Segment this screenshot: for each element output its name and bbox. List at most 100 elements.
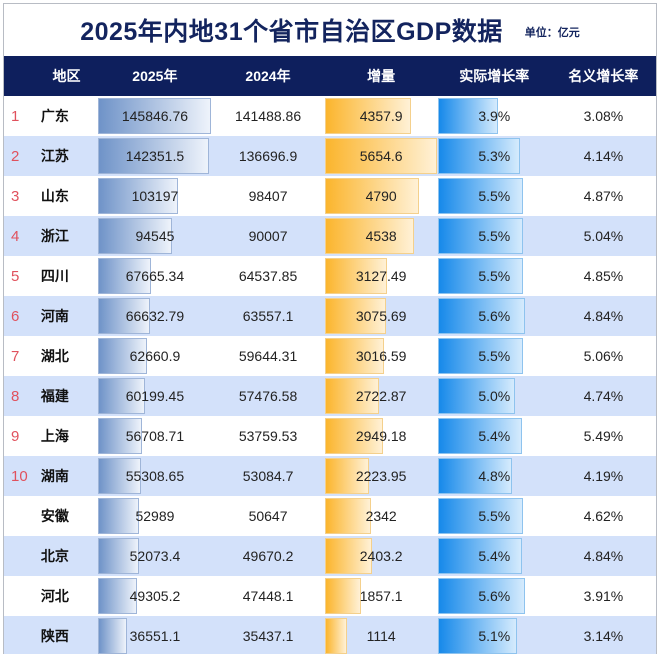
region-name: 福建 [40,388,69,404]
gdp2025-cell: 60199.45 [98,376,211,416]
table-header: 地区 2025年 2024年 增量 实际增长率 名义增长率 [4,56,656,96]
table-row: 北京 52073.4 49670.2 2403.2 5.4% 4.84% [4,536,656,576]
real-growth-cell: 5.5% [437,176,551,216]
region-name: 上海 [40,428,69,444]
nominal-growth-value: 4.14% [583,148,624,164]
increase-value: 2949.18 [355,428,407,444]
increase-cell: 2342 [324,496,438,536]
gdp2025-value: 56708.71 [125,428,185,444]
gdp2025-cell: 55308.65 [98,456,211,496]
gdp2025-cell: 52989 [98,496,211,536]
increase-cell: 2403.2 [324,536,438,576]
nominal-growth-value: 4.74% [583,388,624,404]
gdp2025-cell: 36551.1 [98,616,211,654]
increase-bar [324,178,420,214]
table-row: 5 四川 67665.34 64537.85 3127.49 5.5% 4.85… [4,256,656,296]
gdp2025-bar [98,178,179,214]
real-growth-cell: 5.4% [437,416,551,456]
gdp-table: 2025年内地31个省市自治区GDP数据 单位：亿元 地区 2025年 2024… [3,3,657,654]
nominal-growth-cell: 3.08% [551,96,656,136]
gdp2025-cell: 142351.5 [98,136,211,176]
rank-number: 7 [11,347,20,365]
region-name: 山东 [40,188,69,204]
increase-value: 3075.69 [355,308,407,324]
gdp2024-cell: 49670.2 [212,536,325,576]
real-growth-bar [437,378,516,414]
gdp2025-value: 67665.34 [125,268,185,284]
increase-value: 3016.59 [355,348,407,364]
real-growth-bar [437,178,524,214]
table-body: 1 广东 145846.76 141488.86 4357.9 3.9% 3.0… [4,96,656,654]
table-row: 河北 49305.2 47448.1 1857.1 5.6% 3.91% [4,576,656,616]
real-growth-value: 5.5% [478,228,511,244]
increase-bar [324,338,385,374]
nominal-growth-cell: 3.14% [551,616,656,654]
region-name: 河南 [40,308,69,324]
gdp2024-cell: 141488.86 [212,96,325,136]
gdp2025-bar [98,258,151,294]
real-growth-cell: 5.1% [437,616,551,654]
real-growth-cell: 5.3% [437,136,551,176]
gdp2025-bar [98,138,209,174]
increase-bar [324,418,384,454]
nominal-growth-cell: 4.85% [551,256,656,296]
table-row: 4 浙江 94545 90007 4538 5.5% 5.04% [4,216,656,256]
real-growth-bar [437,218,524,254]
increase-cell: 2949.18 [324,416,438,456]
region-name: 北京 [40,548,69,564]
real-growth-bar [437,418,522,454]
gdp2024-value: 47448.1 [242,588,294,604]
table-row: 9 上海 56708.71 53759.53 2949.18 5.4% 5.49… [4,416,656,456]
nominal-growth-cell: 4.14% [551,136,656,176]
rank-number: 4 [11,227,20,245]
table-row: 安徽 52989 50647 2342 5.5% 4.62% [4,496,656,536]
real-growth-bar [437,538,522,574]
gdp2025-bar [98,338,147,374]
region-name: 湖北 [40,348,69,364]
increase-cell: 1114 [324,616,438,654]
table-row: 6 河南 66632.79 63557.1 3075.69 5.6% 4.84% [4,296,656,336]
gdp2024-value: 49670.2 [242,548,294,564]
real-growth-bar [437,98,499,134]
gdp2025-bar [98,218,172,254]
rank-number: 2 [11,147,20,165]
real-growth-value: 5.1% [478,628,511,644]
increase-cell: 3016.59 [324,336,438,376]
increase-value: 1857.1 [359,588,403,604]
gdp2024-value: 98407 [248,188,288,204]
increase-cell: 4538 [324,216,438,256]
real-growth-value: 5.6% [478,588,511,604]
gdp2025-cell: 66632.79 [98,296,211,336]
nominal-growth-cell: 4.84% [551,296,656,336]
gdp2025-cell: 56708.71 [98,416,211,456]
gdp2025-value: 52073.4 [129,548,181,564]
gdp2025-cell: 67665.34 [98,256,211,296]
real-growth-cell: 5.0% [437,376,551,416]
gdp2024-value: 141488.86 [234,108,302,124]
real-growth-cell: 5.5% [437,256,551,296]
real-growth-bar [437,138,521,174]
gdp2025-bar [98,418,143,454]
gdp2024-value: 63557.1 [242,308,294,324]
real-growth-cell: 3.9% [437,96,551,136]
increase-value: 2403.2 [359,548,403,564]
increase-bar [324,218,415,254]
increase-value: 4538 [365,228,397,244]
increase-cell: 4357.9 [324,96,438,136]
real-growth-value: 5.5% [478,348,511,364]
gdp2025-value: 145846.76 [121,108,189,124]
nominal-growth-value: 5.49% [583,428,624,444]
gdp2025-value: 103197 [131,188,179,204]
region-name: 浙江 [40,228,69,244]
nominal-growth-value: 4.19% [583,468,624,484]
gdp2024-value: 90007 [248,228,288,244]
nominal-growth-value: 5.06% [583,348,624,364]
nominal-growth-value: 4.62% [583,508,624,524]
real-growth-cell: 5.4% [437,536,551,576]
gdp2024-value: 53084.7 [242,468,294,484]
gdp2025-bar [98,378,146,414]
nominal-growth-value: 4.84% [583,548,624,564]
gdp2024-cell: 53759.53 [212,416,325,456]
gdp2024-cell: 35437.1 [212,616,325,654]
nominal-growth-cell: 5.04% [551,216,656,256]
